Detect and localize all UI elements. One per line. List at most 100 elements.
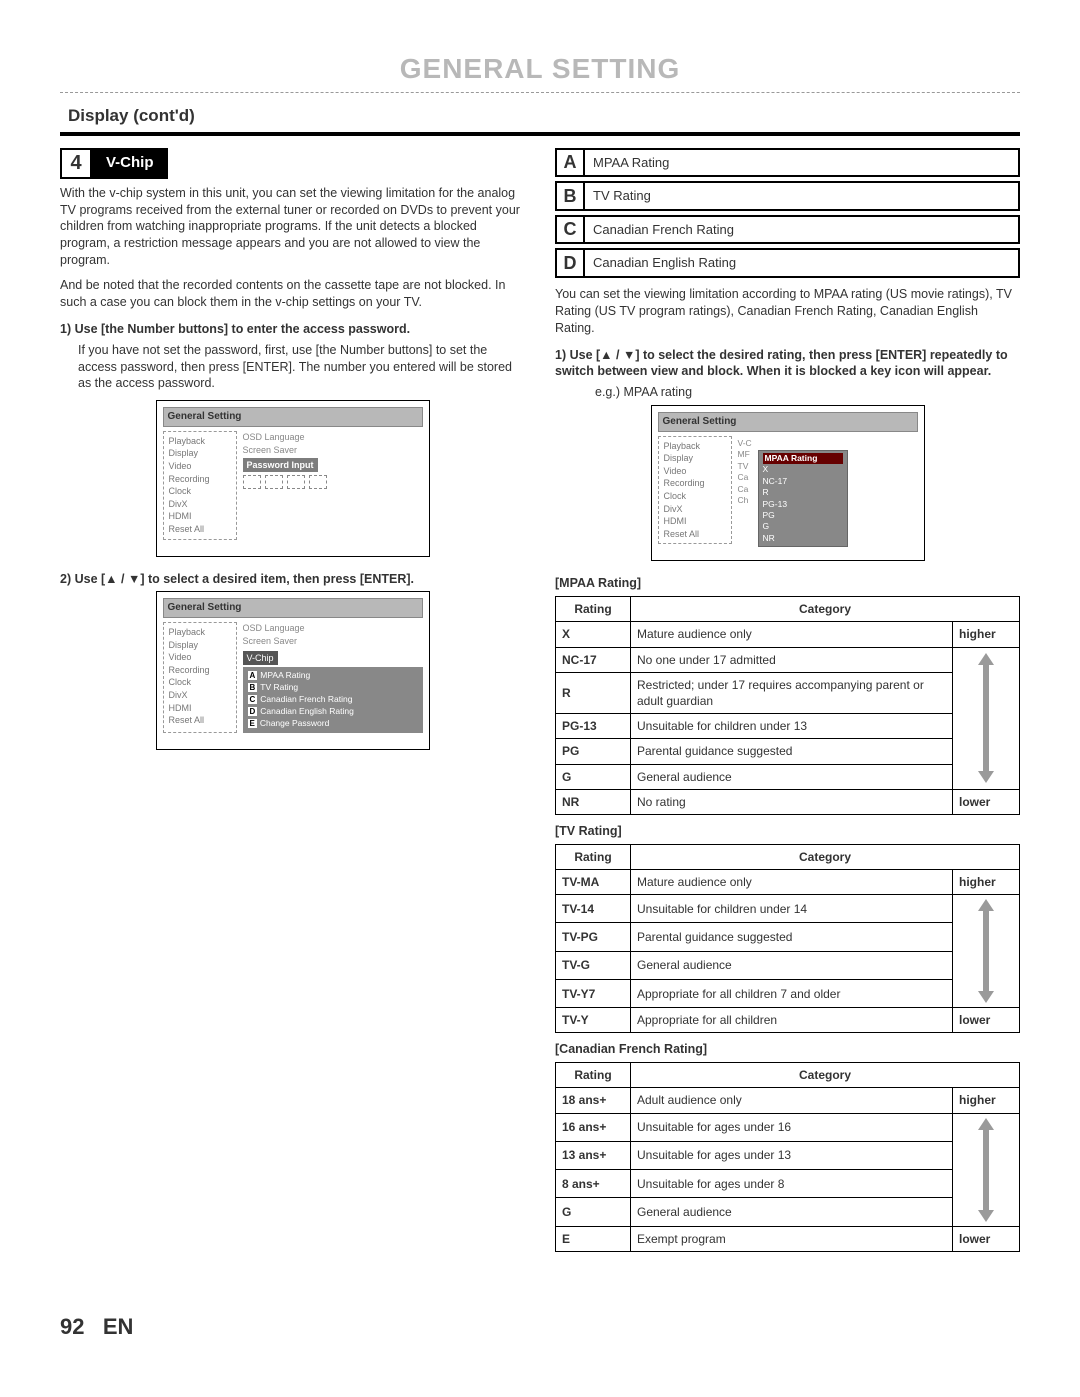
category-cell: Appropriate for all children (631, 1008, 953, 1033)
rating-cell: 18 ans+ (556, 1088, 631, 1113)
rating-cell: PG-13 (556, 714, 631, 739)
table-row: PG-13Unsuitable for children under 13 (556, 714, 1020, 739)
osd-submenu-item: DCanadian English Rating (248, 706, 418, 718)
rating-cell: 8 ans+ (556, 1170, 631, 1198)
osd-password-label: Password Input (243, 458, 318, 472)
step-number: 4 (60, 148, 92, 179)
rating-cell: TV-PG (556, 923, 631, 951)
rating-cell: R (556, 672, 631, 713)
rating-cell: PG (556, 739, 631, 764)
right-column: AMPAA RatingBTV RatingCCanadian French R… (555, 148, 1020, 1252)
category-cell: General audience (631, 764, 953, 789)
table-row: TV-GGeneral audience (556, 951, 1020, 979)
table-title-cfr: [Canadian French Rating] (555, 1041, 1020, 1058)
osd-menu-item: Reset All (169, 714, 231, 727)
rating-box-text: Canadian French Rating (585, 217, 742, 243)
table-row: GGeneral audience (556, 1198, 1020, 1226)
category-cell: Exempt program (631, 1226, 953, 1251)
scale-arrow-icon (953, 1113, 1020, 1226)
osd-submenu-item: EChange Password (248, 718, 418, 730)
osd-menu-item: Video (664, 465, 726, 478)
table-row: 18 ans+Adult audience onlyhigher (556, 1088, 1020, 1113)
osd-popup-title: MPAA Rating (763, 453, 843, 464)
rating-box-list: AMPAA RatingBTV RatingCCanadian French R… (555, 148, 1020, 278)
page-lang: EN (103, 1314, 134, 1339)
table-title-mpaa: [MPAA Rating] (555, 575, 1020, 592)
osd-popup-items: XNC-17RPG-13PGGNR (763, 464, 843, 544)
table-head-category: Category (631, 1063, 1020, 1088)
page-footer: 92 EN (60, 1312, 1020, 1342)
rating-box-text: Canadian English Rating (585, 250, 744, 276)
rating-box: BTV Rating (555, 181, 1020, 211)
table-row: TV-YAppropriate for all childrenlower (556, 1008, 1020, 1033)
table-row: 8 ans+Unsuitable for ages under 8 (556, 1170, 1020, 1198)
table-row: NC-17No one under 17 admitted (556, 647, 1020, 672)
table-row: TV-MAMature audience onlyhigher (556, 870, 1020, 895)
osd-screenshot-mpaa-popup: General Setting PlaybackDisplayVideoReco… (651, 405, 925, 561)
rating-cell: TV-Y (556, 1008, 631, 1033)
category-cell: Mature audience only (631, 870, 953, 895)
category-cell: Parental guidance suggested (631, 923, 953, 951)
osd-menu-item: Video (169, 460, 231, 473)
osd-menu-item: Playback (169, 435, 231, 448)
right-paragraph: You can set the viewing limitation accor… (555, 286, 1020, 337)
rating-cell: X (556, 622, 631, 647)
osd-menu-item: HDMI (664, 515, 726, 528)
rating-cell: NC-17 (556, 647, 631, 672)
rating-box: AMPAA Rating (555, 148, 1020, 178)
osd-menu-item: Recording (169, 473, 231, 486)
scale-arrow-icon (953, 895, 1020, 1008)
step-header: 4 V-Chip (60, 148, 525, 179)
rating-cell: 16 ans+ (556, 1113, 631, 1141)
osd-mpaa-popup: MPAA Rating XNC-17RPG-13PGGNR (758, 450, 848, 548)
table-title-tv: [TV Rating] (555, 823, 1020, 840)
rating-box-letter: A (557, 150, 585, 176)
scale-arrow-icon (953, 647, 1020, 789)
table-head-rating: Rating (556, 597, 631, 622)
table-row: TV-PGParental guidance suggested (556, 923, 1020, 951)
rating-box: CCanadian French Rating (555, 215, 1020, 245)
osd-title: General Setting (658, 412, 918, 432)
substep-1-desc: If you have not set the password, first,… (78, 342, 525, 393)
osd-menu-item: HDMI (169, 702, 231, 715)
right-substep-1: 1) Use [▲ / ▼] to select the desired rat… (555, 347, 1020, 381)
canadian-french-rating-table: RatingCategory18 ans+Adult audience only… (555, 1062, 1020, 1252)
osd-left-menu: PlaybackDisplayVideoRecordingClockDivXHD… (163, 622, 237, 733)
osd-menu-item: Playback (169, 626, 231, 639)
table-row: TV-Y7Appropriate for all children 7 and … (556, 979, 1020, 1007)
page-number: 92 (60, 1314, 84, 1339)
scale-lower: lower (953, 1008, 1020, 1033)
osd-menu-item: Clock (664, 490, 726, 503)
osd-menu-item: Playback (664, 440, 726, 453)
category-cell: General audience (631, 1198, 953, 1226)
table-row: XMature audience onlyhigher (556, 622, 1020, 647)
intro-paragraph-2: And be noted that the recorded contents … (60, 277, 525, 311)
table-row: RRestricted; under 17 requires accompany… (556, 672, 1020, 713)
osd-menu-item: HDMI (169, 510, 231, 523)
osd-menu-item: Reset All (169, 523, 231, 536)
table-head-rating: Rating (556, 1063, 631, 1088)
category-cell: Unsuitable for ages under 13 (631, 1141, 953, 1169)
category-cell: Adult audience only (631, 1088, 953, 1113)
rating-cell: 13 ans+ (556, 1141, 631, 1169)
category-cell: Unsuitable for ages under 8 (631, 1170, 953, 1198)
scale-higher: higher (953, 1088, 1020, 1113)
osd-submenu-item: AMPAA Rating (248, 670, 418, 682)
left-column: 4 V-Chip With the v-chip system in this … (60, 148, 525, 1252)
table-head-category: Category (631, 844, 1020, 869)
table-row: GGeneral audience (556, 764, 1020, 789)
osd-menu-item: Recording (664, 477, 726, 490)
osd-right-item: Screen Saver (243, 444, 423, 458)
osd-menu-item: Recording (169, 664, 231, 677)
osd-menu-item: Reset All (664, 528, 726, 541)
rating-box-text: MPAA Rating (585, 150, 677, 176)
rating-box: DCanadian English Rating (555, 248, 1020, 278)
example-label: e.g.) MPAA rating (595, 384, 1020, 401)
osd-screenshot-vchip-menu: General Setting PlaybackDisplayVideoReco… (156, 591, 430, 749)
osd-menu-item: Clock (169, 676, 231, 689)
osd-submenu-item: CCanadian French Rating (248, 694, 418, 706)
section-header: Display (cont'd) (60, 101, 1020, 136)
rating-box-letter: D (557, 250, 585, 276)
osd-vchip-submenu: AMPAA RatingBTV RatingCCanadian French R… (243, 667, 423, 732)
osd-right-item: Screen Saver (243, 635, 423, 649)
